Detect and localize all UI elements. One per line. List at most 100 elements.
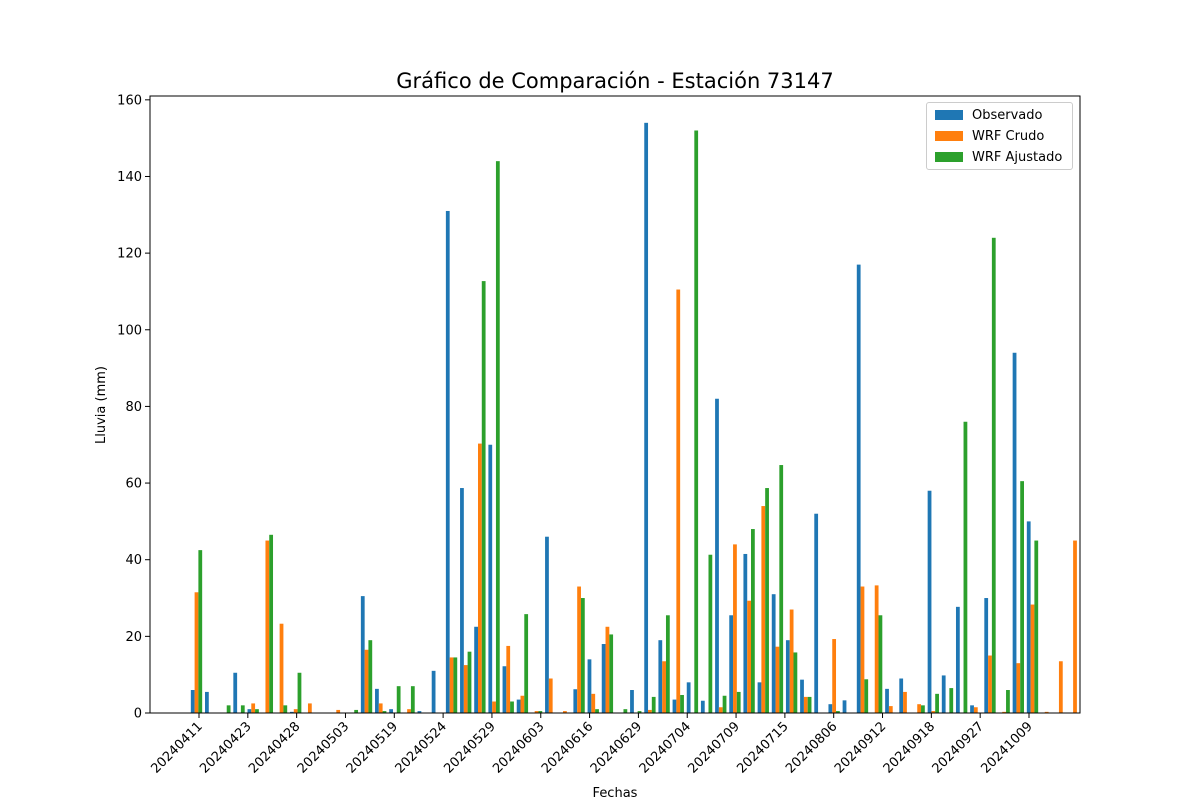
y-axis-label: Lluvia (mm) [94, 366, 109, 444]
y-tick-label: 60 [125, 477, 142, 492]
bar-observado [644, 122, 649, 713]
bar-wrf-ajustado [793, 652, 798, 713]
bar-wrf-crudo [733, 544, 737, 713]
bar-wrf-ajustado [935, 693, 939, 713]
bar-wrf-crudo [931, 711, 936, 713]
bar-wrf-ajustado [240, 705, 245, 713]
bar-wrf-ajustado [694, 130, 699, 714]
bar-wrf-crudo [1044, 711, 1049, 713]
plot-frame [149, 95, 1081, 714]
bar-observado [771, 594, 776, 713]
legend-swatch-wrf-ajustado [935, 152, 963, 162]
bar-wrf-crudo [492, 701, 496, 713]
bar-wrf-ajustado [481, 281, 486, 713]
bar-observado [757, 682, 762, 713]
legend-label-wrf-crudo: WRF Crudo [972, 128, 1045, 144]
x-tick-label: 20240428 [246, 719, 303, 776]
bar-wrf-ajustado [255, 709, 259, 713]
bar-wrf-crudo [293, 709, 298, 713]
bar-wrf-ajustado [921, 705, 925, 713]
bar-wrf-crudo [874, 585, 879, 713]
bar-wrf-crudo [605, 626, 610, 713]
bar-observado [856, 264, 861, 713]
y-tick-label: 20 [125, 630, 142, 645]
bar-wrf-crudo [832, 639, 837, 713]
bar-wrf-crudo [917, 704, 922, 713]
bar-wrf-crudo [860, 586, 865, 713]
bar-wrf-ajustado [637, 711, 642, 713]
bar-wrf-ajustado [864, 679, 869, 713]
bar-wrf-crudo [1030, 604, 1035, 713]
bar-observado [743, 553, 748, 713]
bar-wrf-crudo [761, 506, 766, 713]
y-tick-label: 40 [125, 553, 142, 568]
legend: Observado WRF Crudo WRF Ajustado [926, 102, 1073, 170]
bar-wrf-ajustado [283, 705, 288, 713]
legend-label-wrf-ajustado: WRF Ajustado [972, 149, 1063, 165]
bar-wrf-ajustado [878, 615, 883, 713]
bar-wrf-crudo [336, 709, 341, 713]
bar-wrf-crudo [378, 703, 383, 713]
bar-wrf-ajustado [297, 672, 302, 713]
bar-observado [573, 689, 578, 713]
bar-observado [686, 682, 691, 713]
bar-wrf-ajustado [609, 634, 614, 713]
x-tick-label: 20241009 [978, 719, 1035, 776]
x-tick-label: 20240715 [734, 719, 791, 776]
bar-wrf-ajustado [991, 237, 996, 714]
bar-observado [545, 536, 549, 713]
bar-observado [970, 705, 974, 713]
chart-title: Gráfico de Comparación - Estación 73147 [396, 69, 833, 93]
bar-observado [1012, 352, 1017, 713]
bar-wrf-ajustado [495, 161, 500, 713]
bar-wrf-ajustado [226, 705, 231, 713]
bar-wrf-crudo [775, 646, 780, 713]
bar-wrf-ajustado [623, 709, 628, 713]
bar-observado [814, 513, 819, 713]
y-tick-label: 120 [117, 247, 142, 262]
bar-wrf-crudo [407, 709, 411, 713]
bar-observado [445, 210, 450, 713]
legend-item-wrf-crudo: WRF Crudo [935, 128, 1044, 144]
bar-observado [502, 666, 507, 713]
x-tick-label: 20240629 [588, 719, 645, 776]
bar-wrf-ajustado [524, 614, 529, 713]
bar-observado [885, 688, 889, 713]
legend-item-wrf-ajustado: WRF Ajustado [935, 149, 1062, 165]
bar-wrf-crudo [662, 661, 666, 713]
x-tick-label: 20240423 [197, 719, 254, 776]
bar-wrf-crudo [676, 289, 681, 713]
bar-wrf-ajustado [368, 640, 373, 713]
bar-wrf-crudo [520, 695, 525, 713]
bar-observado [417, 711, 422, 713]
x-tick-label: 20240918 [881, 719, 938, 776]
bar-wrf-crudo [973, 707, 978, 713]
bar-observado [729, 615, 734, 713]
bar-wrf-ajustado [453, 657, 458, 713]
bar-wrf-crudo [1016, 663, 1021, 713]
bar-wrf-crudo [803, 696, 808, 713]
bar-wrf-ajustado [1006, 690, 1010, 713]
bar-wrf-crudo [1073, 540, 1077, 713]
x-tick-label: 20240529 [441, 719, 498, 776]
bar-wrf-ajustado [651, 696, 656, 713]
x-tick-label: 20240704 [637, 719, 694, 776]
legend-label-observado: Observado [972, 107, 1043, 123]
bar-observado [672, 699, 677, 713]
bar-observado [658, 640, 663, 713]
bar-wrf-crudo [506, 645, 511, 713]
bar-wrf-ajustado [665, 615, 670, 713]
bar-wrf-crudo [364, 649, 369, 713]
bar-wrf-crudo [478, 443, 482, 713]
x-tick-label: 20240519 [344, 719, 401, 776]
bar-wrf-ajustado [807, 696, 812, 713]
x-axis: 2024041120240423202404282024050320240519… [148, 713, 1036, 777]
bar-wrf-ajustado [382, 711, 387, 713]
bar-observado [431, 670, 436, 713]
bar-wrf-crudo [563, 711, 567, 713]
bars-layer [190, 122, 1077, 714]
bar-wrf-crudo [888, 706, 893, 713]
bar-wrf-ajustado [1034, 540, 1039, 713]
x-tick-label: 20240616 [539, 719, 596, 776]
